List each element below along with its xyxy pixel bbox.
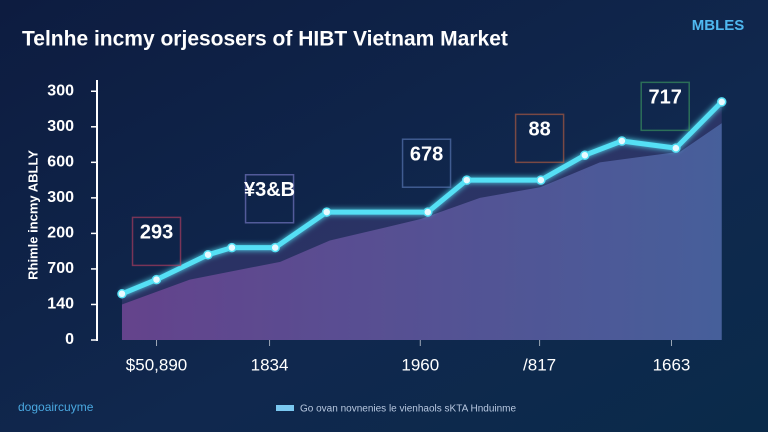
annotation-box (640, 81, 690, 132)
y-tick-label: 600 (47, 154, 74, 171)
legend-text: Go ovan novnenies le vienhaols sKTA Hndu… (300, 404, 516, 415)
x-tick-label: 1663 (653, 355, 691, 374)
point (227, 242, 237, 253)
x-tick-label: $50,890 (126, 355, 187, 374)
annotation: 293 (140, 222, 173, 244)
point (321, 207, 332, 217)
y-axis-label: Rhimle incmy ABLLY (25, 150, 40, 280)
area (121, 123, 722, 341)
point (151, 274, 162, 285)
footer-left: dogoaircuyme (18, 400, 94, 414)
point (580, 150, 590, 160)
annotation: ¥3&B (244, 179, 295, 201)
point (716, 97, 727, 107)
annotation-box (401, 138, 452, 188)
y-tick-label: 0 (65, 331, 74, 348)
y-tick-label: 300 (47, 189, 74, 206)
y-tick-label: 140 (47, 296, 74, 313)
point (462, 175, 472, 185)
logo: MBLES (692, 17, 745, 34)
y-tick-label: 300 (47, 118, 74, 135)
legend-swatch (276, 405, 294, 411)
line-glow-area (121, 101, 722, 340)
annotation: 678 (410, 144, 443, 166)
annotation-box (244, 174, 295, 224)
y-tick-label: 300 (47, 82, 74, 99)
annotation-box (131, 216, 182, 267)
annotation: 88 (528, 119, 550, 141)
point (536, 175, 546, 185)
point (117, 289, 127, 299)
point (671, 143, 681, 153)
point (617, 136, 627, 146)
annotation: 717 (649, 87, 682, 109)
y-tick-label: 200 (47, 225, 74, 242)
x-tick-label: 1834 (251, 355, 289, 374)
point (270, 242, 280, 253)
chart-title: Telnhe incmy orjesosers of HIBT Vietnam … (22, 28, 508, 51)
point (203, 249, 213, 260)
x-tick-label: /817 (523, 355, 556, 374)
point (423, 207, 433, 217)
x-tick-label: 1960 (401, 355, 439, 374)
annotation-box (514, 113, 565, 164)
y-tick-label: 700 (47, 260, 74, 277)
